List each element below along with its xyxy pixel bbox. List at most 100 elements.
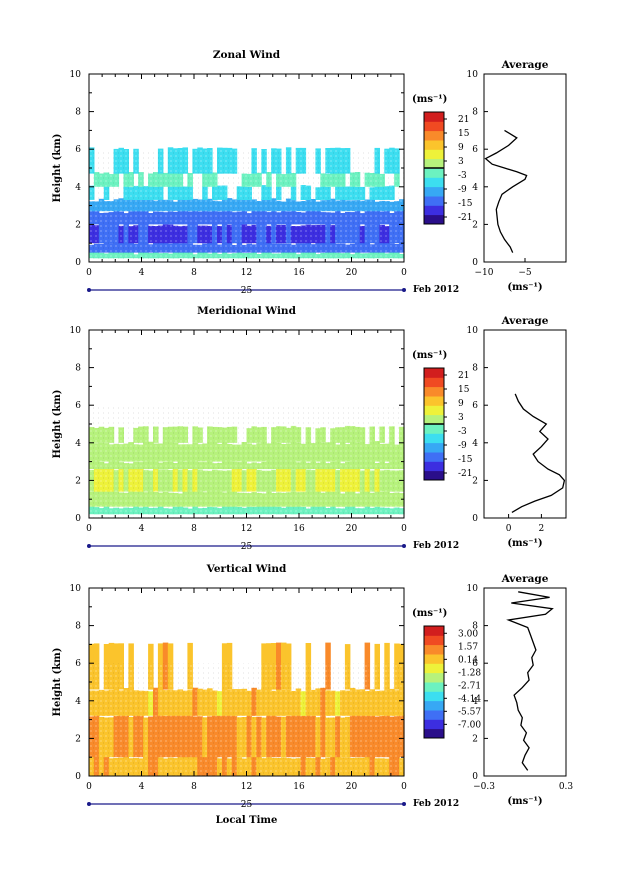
- heatmap-texture: [89, 663, 404, 776]
- average-y-tick-label: 4: [472, 697, 478, 707]
- colorbar-swatch: [424, 691, 444, 702]
- colorbar-swatch: [424, 719, 444, 730]
- colorbar-tick-label: -2.71: [458, 681, 481, 691]
- colorbar-tick-label: 21: [458, 115, 469, 125]
- y-tick-label: 8: [75, 622, 81, 632]
- average-y-tick-label: 8: [472, 364, 478, 374]
- colorbar-swatch: [424, 368, 444, 378]
- colorbar-unit: (ms⁻¹): [412, 608, 447, 619]
- y-tick-label: 6: [75, 145, 81, 155]
- colorbar-swatch: [424, 205, 444, 216]
- colorbar-tick-label: 1.57: [458, 642, 478, 652]
- x-tick-label: 8: [191, 782, 197, 792]
- average-title: Average: [501, 315, 549, 327]
- colorbar-swatch: [424, 130, 444, 141]
- colorbar-swatch: [424, 644, 444, 655]
- y-tick-label: 6: [75, 659, 81, 669]
- average-y-tick-label: 4: [472, 183, 478, 193]
- colorbar-swatch: [424, 112, 444, 122]
- average-y-tick-label: 2: [472, 220, 478, 230]
- colorbar-swatch: [424, 682, 444, 692]
- average-profile-line: [484, 129, 528, 253]
- colorbar-tick-label: -1.28: [458, 668, 481, 678]
- colorbar-tick-label: 9: [458, 143, 464, 153]
- x-tick-label: 20: [346, 524, 358, 534]
- date-line-start: [87, 802, 91, 806]
- heatmap: [89, 642, 405, 776]
- date-line-end: [402, 544, 406, 548]
- colorbar-tick-label: -7.00: [458, 720, 481, 730]
- colorbar-unit: (ms⁻¹): [412, 350, 447, 361]
- heatmap-texture: [89, 405, 404, 518]
- colorbar-swatch: [424, 414, 444, 425]
- average-x-tick-label: −10: [475, 268, 494, 278]
- average-y-tick-label: 2: [472, 734, 478, 744]
- colorbar-tick-label: 3.00: [458, 629, 478, 639]
- y-tick-label: 6: [75, 401, 81, 411]
- colorbar-swatch: [424, 710, 444, 720]
- x-tick-label: 20: [346, 782, 358, 792]
- colorbar-swatch: [424, 452, 444, 462]
- colorbar-swatch: [424, 442, 444, 453]
- average-y-tick-label: 0: [472, 514, 478, 524]
- y-tick-label: 4: [75, 697, 81, 707]
- y-tick-label: 10: [70, 70, 82, 80]
- average-x-label: (ms⁻¹): [507, 796, 542, 807]
- average-y-tick-label: 10: [467, 326, 479, 336]
- x-tick-label: 0: [401, 524, 407, 534]
- colorbar-tick-label: -3: [458, 171, 467, 181]
- panel-title: Meridional Wind: [197, 305, 296, 317]
- y-axis-label: Height (km): [52, 648, 63, 717]
- date-month: Feb 2012: [413, 285, 459, 295]
- x-tick-label: 20: [346, 268, 358, 278]
- y-tick-label: 0: [75, 514, 81, 524]
- colorbar-tick-label: -21: [458, 213, 473, 223]
- colorbar-swatch: [424, 700, 444, 711]
- x-tick-label: 4: [139, 524, 145, 534]
- date-line-end: [402, 802, 406, 806]
- average-profile-line: [506, 591, 554, 771]
- date-month: Feb 2012: [413, 541, 459, 551]
- y-tick-label: 0: [75, 258, 81, 268]
- date-month: Feb 2012: [413, 799, 459, 809]
- x-tick-label: 12: [241, 782, 252, 792]
- colorbar-swatch: [424, 635, 444, 646]
- colorbar-frame: [423, 625, 445, 739]
- colorbar-swatch: [424, 214, 444, 225]
- colorbar-swatch: [424, 433, 444, 444]
- colorbar-tick-label: 3: [458, 413, 464, 423]
- average-y-tick-label: 6: [472, 145, 478, 155]
- x-tick-label: 0: [86, 524, 92, 534]
- x-tick-label: 4: [139, 782, 145, 792]
- average-frame: [483, 329, 567, 519]
- average-x-tick-label: −0.3: [473, 782, 495, 792]
- date-day: 25: [241, 286, 253, 296]
- y-tick-label: 8: [75, 364, 81, 374]
- average-y-tick-label: 2: [472, 476, 478, 486]
- x-tick-label: 8: [191, 524, 197, 534]
- colorbar-swatch: [424, 396, 444, 406]
- x-tick-label: 0: [86, 782, 92, 792]
- average-title: Average: [501, 59, 549, 71]
- colorbar-swatch: [424, 168, 444, 178]
- x-tick-label: 16: [293, 268, 305, 278]
- colorbar-swatch: [424, 405, 444, 416]
- x-tick-label: 8: [191, 268, 197, 278]
- colorbar-swatch: [424, 149, 444, 160]
- colorbar-swatch: [424, 470, 444, 481]
- colorbar-tick-label: -9: [458, 185, 467, 195]
- average-y-tick-label: 0: [472, 258, 478, 268]
- colorbar-swatch: [424, 121, 444, 132]
- colorbar-swatch: [424, 424, 444, 434]
- heatmap: [89, 147, 405, 262]
- colorbar-tick-label: -4.14: [458, 694, 481, 704]
- colorbar-tick-label: 15: [458, 385, 470, 395]
- date-line-start: [87, 288, 91, 292]
- heatmap: [89, 405, 405, 518]
- average-x-label: (ms⁻¹): [507, 538, 542, 549]
- y-tick-label: 4: [75, 183, 81, 193]
- average-frame: [483, 587, 567, 777]
